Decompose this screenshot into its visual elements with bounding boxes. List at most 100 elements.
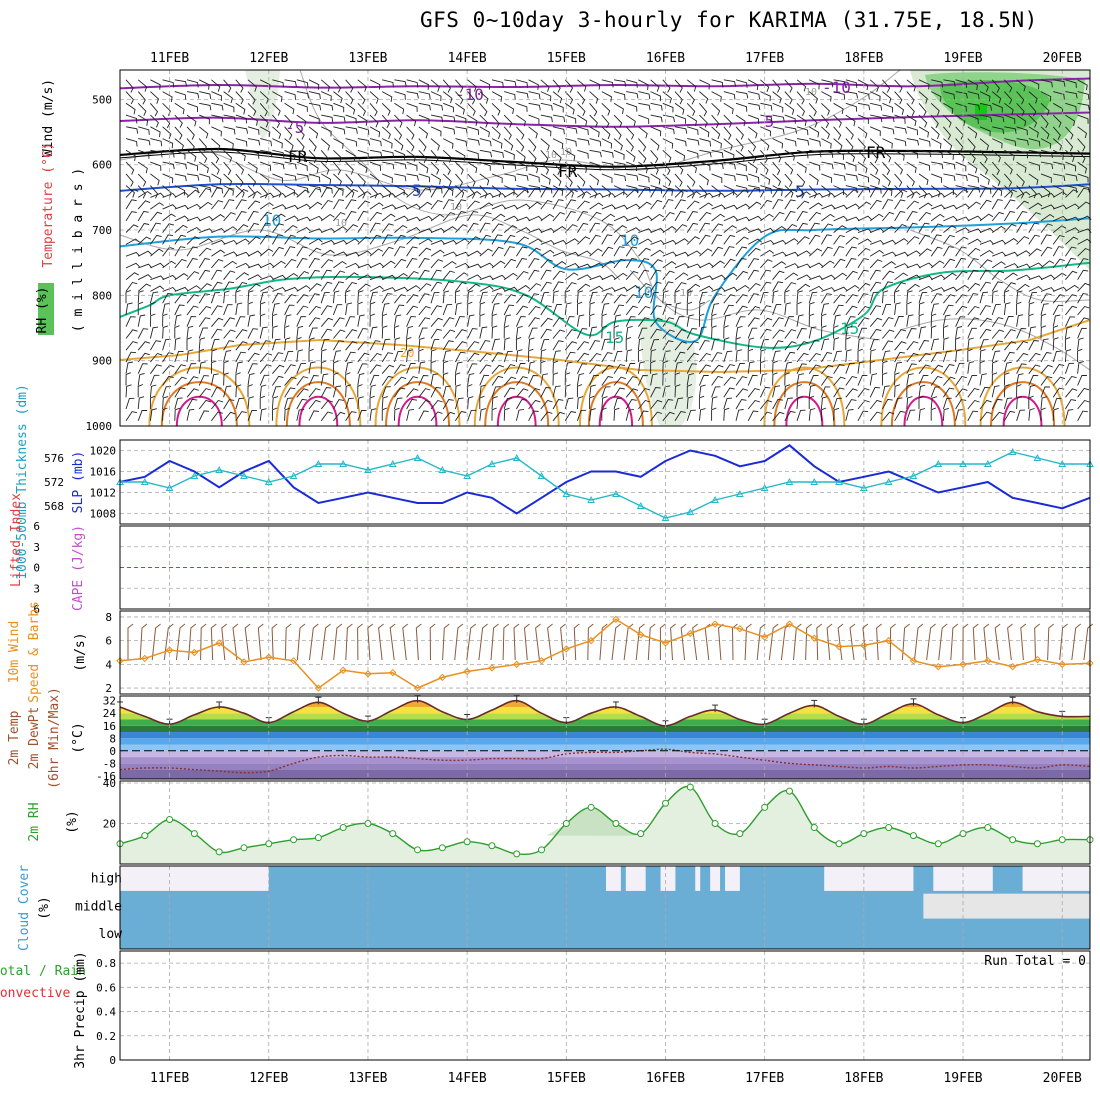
wind-barb xyxy=(186,325,194,339)
wind-barb xyxy=(711,149,724,158)
wind-barb xyxy=(454,384,461,398)
wind-barb xyxy=(711,91,722,102)
wind-barb xyxy=(857,348,863,362)
wind-barb xyxy=(455,351,466,363)
wind-barb xyxy=(296,126,305,140)
temp-line xyxy=(119,699,1091,727)
wind-barb xyxy=(674,189,688,198)
surface-temp-contour xyxy=(890,381,956,427)
wind-barb xyxy=(540,338,550,351)
wind-barb xyxy=(662,281,674,292)
wind-barb xyxy=(784,316,795,327)
wind-barb xyxy=(735,203,750,210)
temp-tick-label: 8 xyxy=(109,732,116,745)
wind-barb xyxy=(1016,114,1027,127)
li-tick-label: 6 xyxy=(33,603,40,616)
wind-barb xyxy=(516,79,528,88)
wind-barb xyxy=(1065,294,1078,304)
wind-barb xyxy=(1052,225,1067,233)
wind-barb xyxy=(491,114,500,129)
wind-barb xyxy=(491,287,506,292)
wind-barb xyxy=(638,201,652,210)
wind10m-barb xyxy=(429,623,436,661)
wind-barb xyxy=(345,361,353,374)
rh-point xyxy=(290,836,298,844)
wind-barb xyxy=(808,185,818,199)
wind-barb xyxy=(211,258,224,269)
wind-barb xyxy=(259,202,274,210)
wind-barb xyxy=(332,304,343,316)
thickness-point xyxy=(463,471,471,479)
wind-barb xyxy=(394,376,407,386)
wind-barb xyxy=(137,410,148,421)
wind-barb xyxy=(125,329,138,339)
wind-barb xyxy=(284,224,298,233)
wind10m-point xyxy=(537,657,546,665)
wind-barb xyxy=(784,282,797,292)
wind-barb xyxy=(467,341,480,351)
wind-barb xyxy=(564,185,574,198)
wind-barb xyxy=(406,325,414,339)
wind-barb xyxy=(467,314,475,327)
wind-barb xyxy=(625,336,632,351)
wind-barb xyxy=(735,126,744,140)
wind-barb xyxy=(455,224,468,233)
wind-barb xyxy=(174,91,187,100)
wind-barb xyxy=(1065,114,1076,127)
wind-barb xyxy=(869,399,882,410)
wind-barb xyxy=(833,272,847,281)
wind-barb xyxy=(833,225,847,233)
wind-barb xyxy=(454,302,462,316)
wind-barb xyxy=(308,173,321,183)
wind-barb xyxy=(711,126,721,140)
wind-barb xyxy=(150,138,163,147)
wind-barb xyxy=(796,222,808,233)
wind-barb xyxy=(662,173,672,187)
wind-barb xyxy=(955,138,964,152)
wind-barb xyxy=(430,291,440,304)
wind-barb xyxy=(894,138,907,147)
wind-barb xyxy=(479,352,492,363)
wind-barb xyxy=(784,199,796,210)
wind-barb xyxy=(150,149,163,158)
wind-barb xyxy=(528,387,541,398)
wind-barb xyxy=(125,262,140,269)
wind-barb xyxy=(1040,313,1047,327)
wind-barb xyxy=(882,126,895,135)
wind-barb xyxy=(430,91,442,102)
wind-barb xyxy=(1077,150,1086,164)
wind-barb xyxy=(199,215,214,222)
wind-barb xyxy=(479,103,488,117)
wind-barb xyxy=(430,249,445,257)
wind-barb xyxy=(406,161,418,171)
wind-barb xyxy=(1028,374,1039,386)
wind-barb xyxy=(455,91,464,105)
wind10m-barb xyxy=(611,623,622,661)
wind-barb xyxy=(284,350,294,363)
wind-barb xyxy=(345,114,357,124)
wind-barb xyxy=(394,185,405,196)
wind-barb xyxy=(1004,173,1013,187)
wind-barb xyxy=(906,373,914,386)
wind-barb xyxy=(906,185,915,199)
wind-barb xyxy=(394,246,405,257)
wind-barb xyxy=(796,314,804,327)
wind-barb xyxy=(857,228,872,234)
wind-barb xyxy=(760,150,769,164)
wind-barb xyxy=(808,114,818,128)
rh-point xyxy=(835,840,843,848)
wind-barb xyxy=(1077,79,1088,91)
wind-barb xyxy=(967,387,980,398)
wind-barb xyxy=(430,126,442,137)
wind-barb xyxy=(357,409,367,421)
wind-barb xyxy=(735,161,747,172)
wind-barb xyxy=(125,224,139,233)
wind-barb xyxy=(723,149,735,160)
wind-barb xyxy=(491,260,506,269)
wind-barb xyxy=(357,126,370,135)
wind-barb xyxy=(418,138,427,152)
wind-barb xyxy=(638,173,650,183)
wind-barb xyxy=(686,191,701,198)
wind-barb xyxy=(406,363,416,374)
